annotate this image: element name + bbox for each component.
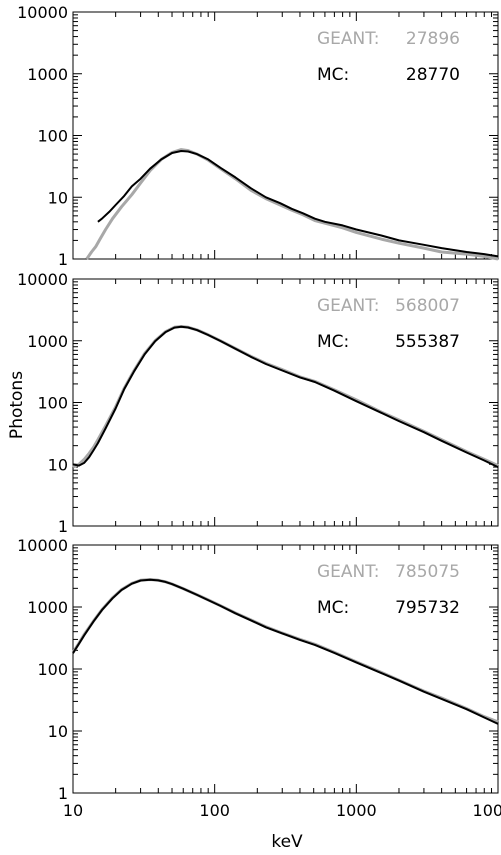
legend-label-geant: GEANT: [317,296,380,316]
y-tick-label: 10000 [17,270,68,289]
x-tick-label: 1000 [336,801,377,820]
series-geant-line [85,148,499,261]
y-tick-label: 1000 [27,598,68,617]
y-tick-label: 100 [37,127,68,146]
chart-panel-2: 1 10 100 1000 10000 GEANT: 568007 MC: 555387 [17,270,499,536]
y-tick-label: 1 [58,517,68,536]
series-mc-line [97,150,499,258]
x-tick-label: 100 [199,801,230,820]
y-tick-label: 1000 [27,332,68,351]
legend-label-geant: GEANT: [317,29,380,49]
legend-label-mc: MC: [317,65,349,85]
chart-panel-1: 1 10 100 1000 10000 GEANT: 27896 MC: 28770 [17,3,499,269]
y-tick-label: 10 [48,188,68,207]
legend-label-geant: GEANT: [317,562,380,582]
legend-value-mc: 795732 [395,598,460,618]
legend-label-mc: MC: [317,598,349,618]
y-tick-label: 1 [58,784,68,803]
chart-panel-3: 1 10 100 1000 10000 GEANT: 785075 MC: 795732 [17,536,499,803]
y-tick-label: 10000 [17,536,68,555]
legend-value-geant: 568007 [395,296,460,316]
y-tick-label: 100 [37,660,68,679]
legend-value-mc: 28770 [406,65,460,85]
plot-frame [72,278,499,527]
x-tick-label: 10 [63,801,83,820]
legend-value-geant: 27896 [406,29,460,49]
plot-frame [72,11,499,260]
y-tick-label: 10 [48,722,68,741]
x-axis-label: keV [271,832,303,852]
legend-value-mc: 555387 [395,332,460,352]
series-mc-line [72,325,499,469]
y-axis-label: Photons [7,371,27,439]
y-tick-label: 10000 [17,3,68,22]
legend-value-geant: 785075 [395,562,460,582]
y-tick-label: 100 [37,394,68,413]
y-tick-label: 1 [58,250,68,269]
y-tick-label: 1000 [27,65,68,84]
x-tick-label: 10000 [473,801,501,820]
legend-label-mc: MC: [317,332,349,352]
y-tick-label: 10 [48,455,68,474]
series-mc-line [72,578,499,725]
